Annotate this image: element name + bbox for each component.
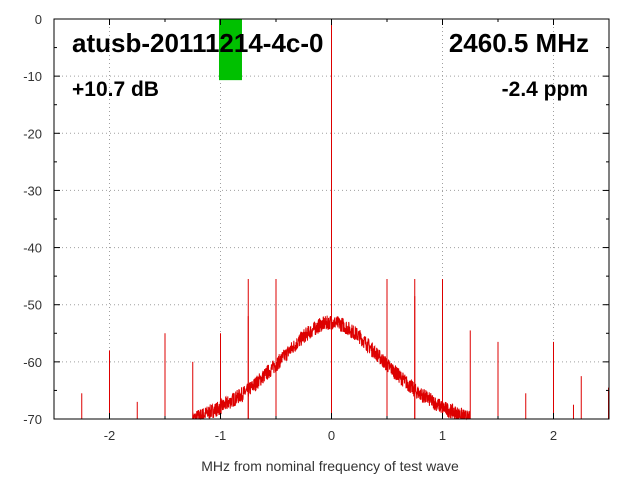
ppm-offset-label: -2.4 ppm xyxy=(502,78,588,101)
axis-ticks xyxy=(53,18,610,420)
x-axis-title: MHz from nominal frequency of test wave xyxy=(201,458,459,474)
y-tick-label: -50 xyxy=(23,298,42,313)
spectrum-series-layer xyxy=(81,19,609,421)
x-tick-label: 0 xyxy=(328,428,335,443)
level-label: +10.7 dB xyxy=(72,78,159,101)
y-tick-label: -20 xyxy=(23,126,42,141)
x-tick-label: 1 xyxy=(439,428,446,443)
y-tick-label: -10 xyxy=(23,69,42,84)
level-marker-bar xyxy=(218,19,242,81)
y-tick-label: 0 xyxy=(35,12,42,27)
x-tick-label: 2 xyxy=(550,428,557,443)
y-tick-label: -60 xyxy=(23,355,42,370)
y-tick-label: -40 xyxy=(23,241,42,256)
x-tick-label: -2 xyxy=(104,428,116,443)
device-label: atusb-20111214-4c-0 xyxy=(72,28,324,58)
frequency-label: 2460.5 MHz xyxy=(449,28,589,58)
x-tick-label: -1 xyxy=(215,428,227,443)
y-tick-label: -70 xyxy=(23,412,42,427)
axis-tick-labels: -2 -1 0 1 20-10-20-30-40-50-60-70 xyxy=(23,12,557,443)
y-tick-label: -30 xyxy=(23,183,42,198)
level-marker-layer xyxy=(218,19,242,81)
